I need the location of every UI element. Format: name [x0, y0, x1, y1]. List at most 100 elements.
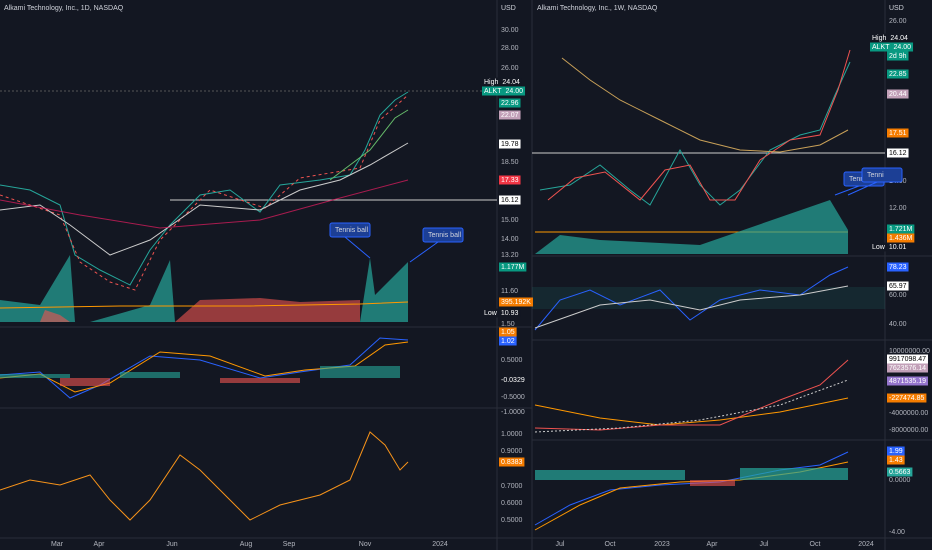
axis-label: 20.44: [889, 91, 907, 98]
price-badge: [887, 89, 909, 99]
price-badge: [870, 42, 892, 52]
price-badge: [499, 110, 521, 120]
price-badge: [499, 327, 517, 337]
price-badge: [887, 281, 909, 291]
axis-label: High: [872, 35, 887, 42]
price-badge: [891, 42, 914, 52]
price-badge: [499, 139, 521, 149]
axis-label: Jul: [556, 541, 565, 548]
axis-label: 24.00: [894, 44, 912, 51]
axis-label: -0.5000: [501, 394, 525, 401]
axis-label: -8000000.00: [889, 427, 928, 434]
price-badge: [887, 233, 915, 243]
axis-label: 17.33: [501, 177, 519, 184]
axis-label: 10.93: [501, 310, 519, 317]
price-badge: [887, 376, 928, 386]
callout-pointer: [834, 185, 860, 196]
axis-label: 1.436M: [889, 235, 913, 242]
axis-label: 2d 9h: [889, 53, 907, 60]
axis-label: 2023: [654, 541, 670, 548]
axis-label: 1.0000: [501, 431, 523, 438]
axis-label: Low: [872, 244, 886, 251]
axis-label: 10.01: [889, 244, 907, 251]
left-chart-decor: [0, 90, 497, 521]
axis-label: ALKT: [872, 44, 890, 51]
axis-label: 0.8383: [501, 459, 523, 466]
axis-label: Apr: [94, 541, 106, 548]
axis-label: 17.51: [889, 130, 907, 137]
axis-label: 395.192K: [501, 299, 531, 306]
callout-text: Tennis ball: [335, 227, 369, 234]
price-badge: [499, 297, 533, 307]
callout: [861, 167, 903, 183]
price-badge: [888, 33, 910, 43]
axis-label: Oct: [810, 541, 821, 548]
axis-label: 0.0000: [889, 477, 911, 484]
price-badge: [870, 33, 889, 43]
axis-label: 13.20: [501, 252, 519, 259]
axis-label: 30.00: [501, 27, 519, 34]
axis-label: -227474.85: [889, 395, 925, 402]
axis-label: 11.60: [501, 288, 518, 295]
axis-label: 0.7000: [501, 483, 523, 490]
axis-label: 0.6000: [501, 500, 523, 507]
axis-label: 24.00: [506, 88, 524, 95]
price-badge: [499, 175, 521, 185]
axis-label: 1.721M: [889, 226, 913, 233]
axis-label: 19.78: [501, 141, 519, 148]
callout-text: Tenn: [849, 176, 864, 183]
callout-text: Tennis ball: [428, 232, 462, 239]
axis-label: 0.5000: [501, 357, 523, 364]
price-badge: [499, 262, 527, 272]
price-badge: [887, 128, 909, 138]
axis-label: 22.96: [501, 100, 519, 107]
axis-label: USD: [889, 5, 904, 12]
axis-label: 1.50: [501, 321, 515, 328]
axis-label: 2024: [432, 541, 448, 548]
axis-label: 2024: [858, 541, 874, 548]
axis-label: 26.00: [501, 65, 519, 72]
axis-label: 1.99: [889, 448, 903, 455]
price-badge: [887, 393, 927, 403]
axis-label: 7623576.14: [889, 365, 926, 372]
axis-label: 1.05: [501, 329, 515, 336]
price-badge: [887, 455, 905, 465]
axis-label: 14.00: [501, 236, 519, 243]
price-badge: [887, 363, 928, 373]
price-badge: [887, 51, 909, 61]
axis-label: USD: [501, 5, 516, 12]
price-badge: [887, 262, 909, 272]
axis-label: -0.0329: [501, 377, 525, 384]
axis-label: 10000000.00: [889, 348, 930, 355]
price-badge: [482, 77, 501, 87]
axis-label: Apr: [707, 541, 719, 548]
axis-label: Oct: [605, 541, 616, 548]
axis-label: 0.5000: [501, 517, 523, 524]
axis-label: 28.00: [501, 45, 519, 52]
price-badge: [503, 86, 526, 96]
axis-label: 40.00: [889, 321, 907, 328]
axis-label: 16.12: [889, 150, 907, 157]
axis-label: 60.00: [889, 292, 907, 299]
price-badge: [870, 242, 887, 252]
axis-label: 16.12: [501, 197, 519, 204]
axis-label: Alkami Technology, Inc., 1D, NASDAQ: [4, 5, 124, 12]
price-badge: [887, 354, 928, 364]
price-badge: [499, 336, 517, 346]
axis-label: Sep: [283, 541, 296, 548]
price-badge: [887, 148, 909, 158]
axis-label: Low: [484, 310, 498, 317]
price-badge: [886, 242, 909, 252]
price-badge: [499, 457, 525, 467]
axis-label: 1.177M: [501, 264, 525, 271]
axis-label: Aug: [240, 541, 253, 548]
axis-label: 18.50: [501, 159, 519, 166]
price-badge: [499, 375, 527, 385]
axis-label: 1.43: [889, 457, 903, 464]
axis-label: ALKT: [484, 88, 502, 95]
axis-label: -4.00: [889, 529, 905, 536]
callout-pointer: [344, 236, 371, 259]
axis-label: 65.97: [889, 283, 907, 290]
